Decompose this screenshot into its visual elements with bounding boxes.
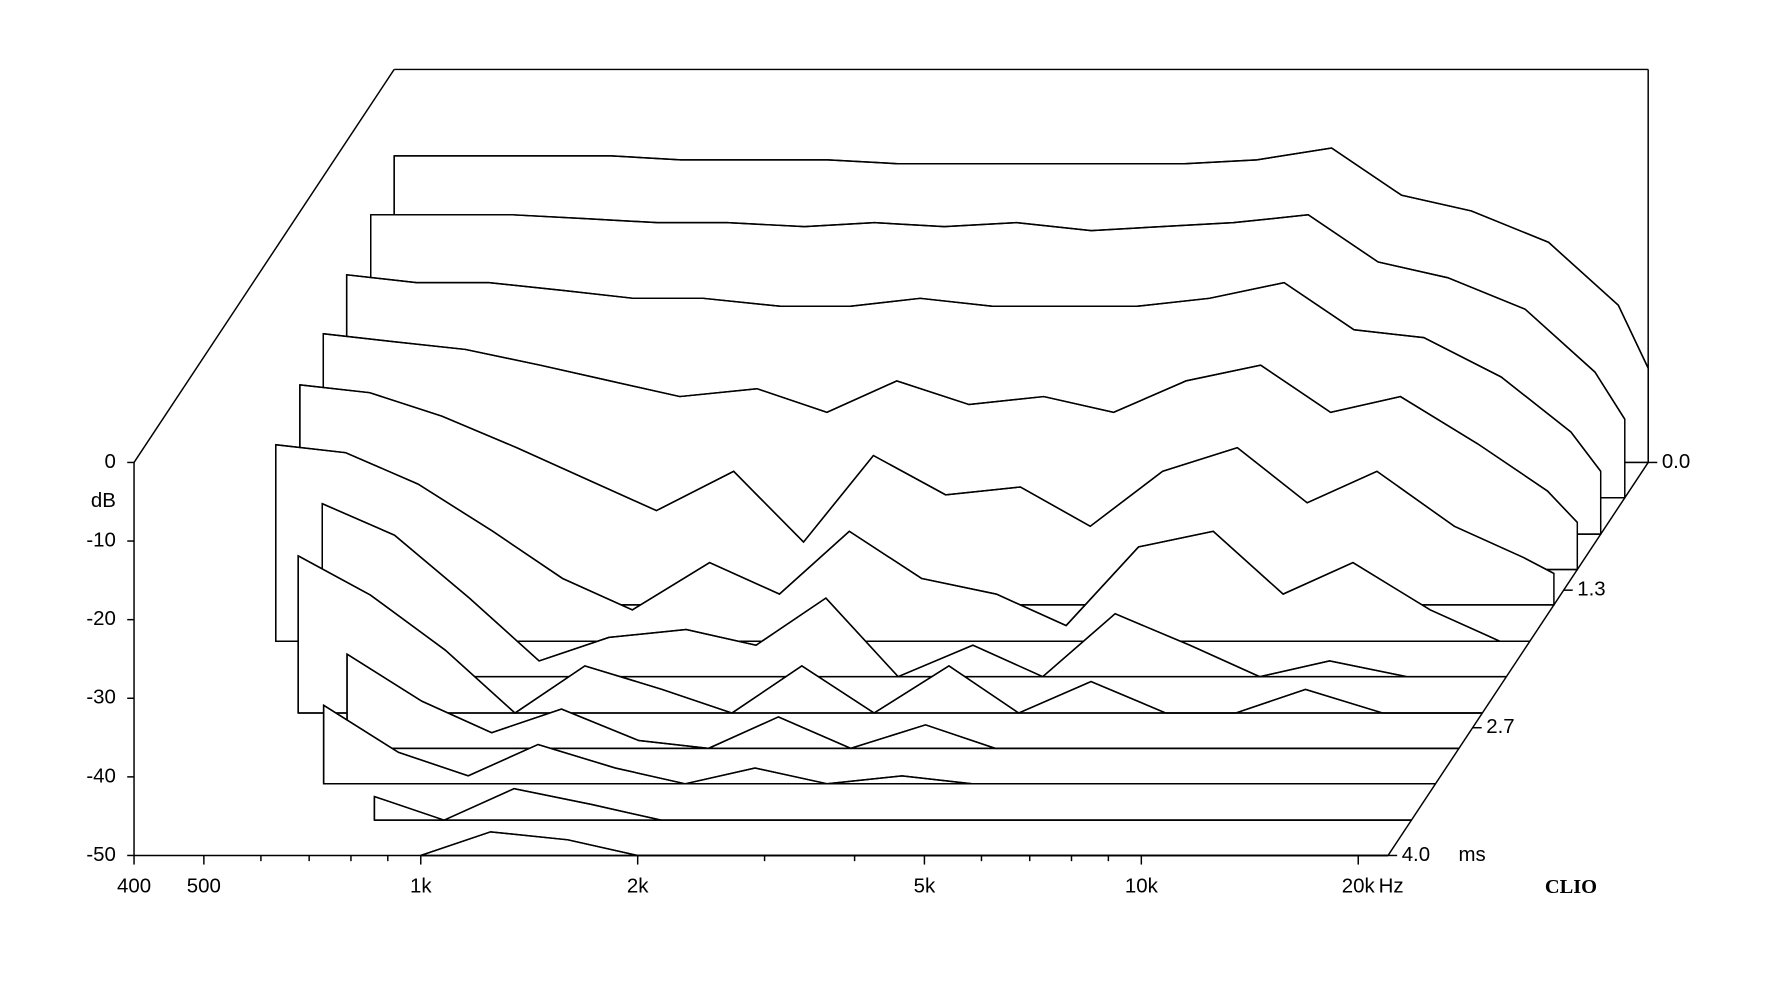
slice-curve bbox=[346, 274, 1602, 472]
slice-curve bbox=[323, 333, 1578, 523]
axis-line bbox=[1387, 462, 1649, 856]
axis-line bbox=[133, 69, 395, 463]
slice-curve bbox=[420, 831, 1389, 857]
watermark: CLIO bbox=[1545, 876, 1597, 898]
slice-curve bbox=[370, 214, 1626, 420]
x-axis-label: Hz bbox=[1379, 875, 1404, 898]
x-tick-label: 1k bbox=[410, 875, 432, 898]
z-tick-label: 2.7 bbox=[1486, 715, 1514, 738]
y-axis-label: dB bbox=[91, 489, 116, 512]
x-tick-label: 5k bbox=[914, 875, 936, 898]
x-tick-label: 400 bbox=[117, 875, 151, 898]
slice-curve bbox=[321, 503, 1507, 678]
x-tick-label: 20k bbox=[1342, 875, 1376, 898]
slice-curve bbox=[374, 787, 1412, 821]
y-tick-label: -30 bbox=[86, 686, 116, 709]
slice-curve bbox=[297, 555, 1483, 714]
slice-fill bbox=[373, 787, 1412, 821]
y-tick-label: -40 bbox=[86, 764, 116, 787]
y-tick-label: -10 bbox=[86, 528, 116, 551]
y-tick-label: -50 bbox=[86, 843, 116, 866]
x-tick-label: 10k bbox=[1125, 875, 1159, 898]
y-tick-label: -20 bbox=[86, 607, 116, 630]
z-tick-label: 1.3 bbox=[1577, 578, 1605, 601]
z-axis-label: ms bbox=[1458, 843, 1485, 866]
slice-curve bbox=[299, 384, 1555, 575]
x-tick-label: 500 bbox=[187, 875, 221, 898]
slice-curve bbox=[394, 147, 1649, 369]
z-tick-label: 0.0 bbox=[1662, 450, 1690, 473]
z-tick-label: 4.0 bbox=[1402, 843, 1430, 866]
y-tick-label: 0 bbox=[104, 450, 115, 473]
slice-curve bbox=[275, 443, 1530, 642]
x-tick-label: 2k bbox=[627, 875, 649, 898]
slice-curve bbox=[323, 704, 1436, 785]
slice-curve bbox=[346, 653, 1459, 750]
slice-fill bbox=[420, 831, 1389, 857]
